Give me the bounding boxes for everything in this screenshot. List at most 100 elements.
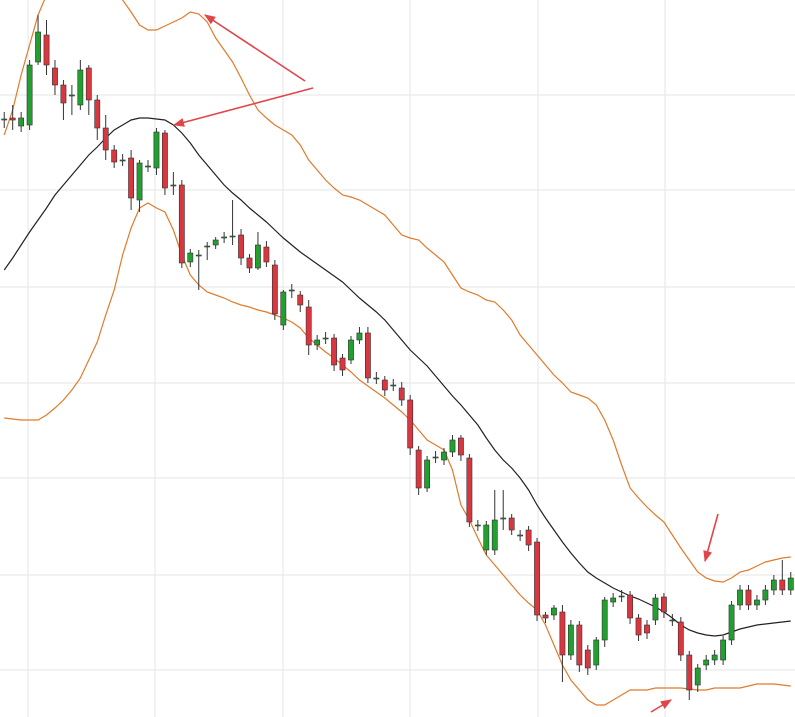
candle-body — [35, 31, 41, 63]
candle-body — [491, 519, 498, 551]
candle-body — [322, 337, 329, 340]
candle-body — [288, 289, 295, 292]
candle-body — [43, 34, 50, 66]
candle-body — [305, 306, 312, 346]
candle-body — [1, 118, 8, 121]
candle-body — [770, 579, 777, 591]
candle-body — [593, 639, 600, 666]
candle-body — [661, 596, 667, 613]
candle-body — [26, 64, 33, 126]
candle-body — [534, 541, 540, 616]
candle-body — [635, 617, 642, 636]
candle-body — [424, 459, 431, 489]
candle-body — [618, 595, 625, 598]
candle-body — [762, 589, 769, 601]
candle-body — [77, 69, 84, 106]
candle-body — [779, 579, 786, 591]
candle-body — [381, 379, 388, 391]
candle-body — [153, 131, 160, 169]
candle-body — [128, 157, 134, 199]
candle-body — [348, 339, 354, 361]
candle-body — [212, 239, 219, 246]
candle-body — [737, 589, 743, 606]
candle-body — [94, 99, 101, 129]
candle-body — [525, 529, 532, 546]
candle-body — [68, 94, 75, 97]
candle-body — [474, 524, 481, 527]
candle-body — [204, 245, 211, 248]
candle-body — [145, 165, 151, 168]
candle-body — [627, 594, 633, 619]
candle-body — [669, 619, 676, 622]
band-line — [3, 0, 791, 583]
candle-body — [610, 597, 617, 603]
candle-body — [18, 117, 25, 127]
candle-body — [85, 67, 92, 101]
candle-body — [787, 577, 794, 591]
candle-body — [508, 517, 515, 531]
candle-body — [246, 257, 253, 269]
candle-body — [390, 384, 397, 387]
candle-body — [187, 252, 194, 263]
arrow — [172, 87, 314, 127]
arrow — [204, 14, 306, 82]
candle-body — [483, 524, 490, 551]
candle-body — [280, 291, 287, 326]
candle-body — [576, 624, 583, 666]
candle-body — [170, 184, 177, 187]
candle-body — [136, 162, 143, 201]
candle-body — [271, 264, 278, 315]
candle-body — [314, 339, 321, 346]
candle-body — [263, 246, 270, 263]
candle-body — [728, 604, 735, 641]
candle-body — [551, 607, 557, 616]
candle-body — [9, 117, 16, 121]
candle-body — [720, 639, 727, 661]
candle-body — [677, 621, 684, 656]
candle-body — [694, 667, 701, 686]
candle-body — [559, 611, 566, 656]
annotations — [172, 14, 719, 713]
candle-body — [432, 456, 439, 459]
arrow — [703, 513, 719, 563]
candle-body — [644, 624, 650, 634]
candle-body — [162, 132, 168, 189]
candle-body — [584, 649, 591, 669]
candle-body — [754, 599, 760, 606]
candle-body — [517, 534, 524, 537]
candle-body — [373, 377, 380, 380]
candle-body — [364, 332, 371, 379]
candle-body — [255, 244, 261, 269]
candle-body — [238, 234, 244, 259]
candle-body — [119, 159, 126, 162]
candle-body — [449, 439, 456, 453]
candle-body — [356, 332, 363, 341]
candle-body — [52, 67, 58, 86]
candle-body — [542, 614, 549, 619]
candle-body — [331, 337, 337, 366]
candle-body — [711, 654, 718, 661]
candle-body — [567, 624, 574, 656]
candle-body — [111, 149, 118, 163]
candle-body — [500, 517, 507, 520]
candle-body — [229, 235, 236, 238]
candle-body — [102, 127, 109, 151]
candle-body — [745, 589, 752, 606]
candle-body — [195, 254, 202, 257]
bands — [3, 0, 791, 706]
candle-body — [339, 357, 346, 371]
candle-body — [703, 659, 710, 666]
candles — [1, 15, 794, 700]
candle-body — [221, 236, 228, 239]
candle-body — [415, 449, 422, 489]
candle-body — [398, 387, 405, 401]
band-line — [3, 117, 791, 637]
candle-body — [466, 457, 473, 523]
candle-body — [458, 437, 464, 456]
candle-body — [601, 599, 608, 641]
candle-body — [60, 84, 67, 104]
candle-body — [178, 184, 185, 264]
